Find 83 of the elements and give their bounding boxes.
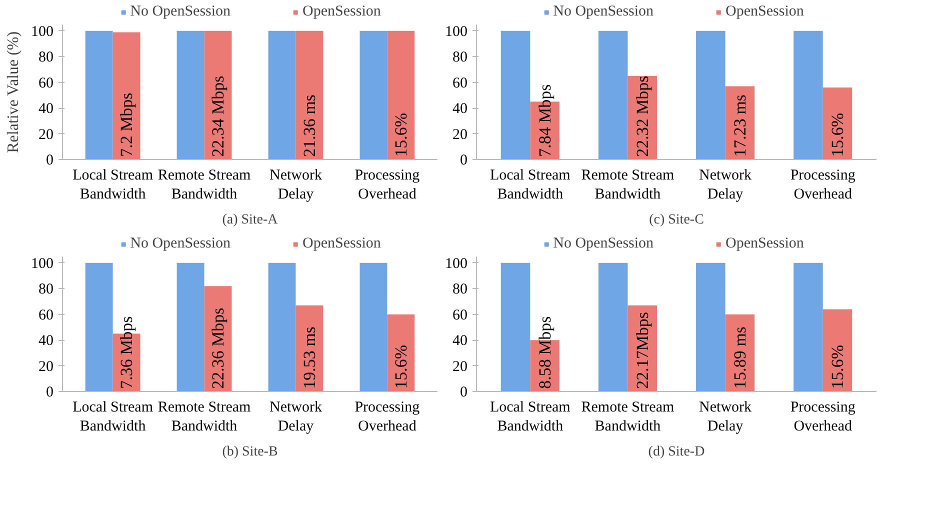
- y-tick-label: 40: [452, 333, 468, 350]
- annotation: 15.6%: [828, 345, 847, 389]
- annotation: 22.34 Mbps: [208, 76, 228, 157]
- y-tick-label: 100: [445, 256, 468, 272]
- bar: [500, 262, 530, 392]
- y-tick-label: 40: [452, 101, 468, 118]
- annotation: 15.6%: [391, 113, 410, 157]
- text: (c) Site-C: [649, 212, 704, 228]
- x-tick-label: Network Delay: [269, 168, 322, 203]
- bar: [598, 262, 628, 392]
- y-tick-label: 40: [38, 101, 54, 118]
- annotation: 19.53 ms: [300, 326, 319, 389]
- y-tick-label: 80: [38, 50, 54, 66]
- legend-label: OpenSession: [302, 236, 381, 252]
- bar: [500, 30, 530, 160]
- annotation: 22.32 Mbps: [632, 76, 652, 157]
- x-tick-label: Processing Overhead: [354, 168, 420, 203]
- y-tick-label: 60: [452, 307, 468, 324]
- y-tick-label: 80: [452, 50, 468, 66]
- text: (b) Site-B: [222, 444, 278, 460]
- text: (d) Site-D: [648, 444, 705, 460]
- y-tick-label: 0: [46, 152, 54, 168]
- x-tick-label: Local Stream Bandwidth: [490, 400, 571, 435]
- annotation: 15.6%: [391, 345, 410, 389]
- y-tick-label: 0: [46, 384, 54, 400]
- x-tick-label: Remote Stream Bandwidth: [158, 168, 252, 203]
- x-tick-label: Local Stream Bandwidth: [72, 168, 154, 203]
- y-tick-label: 80: [38, 282, 54, 298]
- x-tick-label: Remote Stream Bandwidth: [581, 168, 674, 203]
- legend-label: No OpenSession: [553, 4, 654, 20]
- y-axis-title: Relative Value (%): [5, 31, 22, 153]
- bar: [85, 262, 113, 392]
- y-tick-label: 60: [452, 75, 468, 92]
- annotation: 7.36 Mbps: [117, 316, 136, 389]
- annotation: 21.36 ms: [300, 94, 319, 157]
- annotation: 8.58 Mbps: [535, 316, 554, 389]
- x-tick-label: Network Delay: [269, 400, 322, 435]
- legend-label: No OpenSession: [130, 4, 231, 20]
- bar: [360, 262, 388, 392]
- bar: [176, 262, 204, 392]
- x-tick-label: Network Delay: [699, 168, 752, 203]
- x-tick-label: Local Stream Bandwidth: [490, 168, 571, 203]
- bar: [598, 30, 628, 160]
- y-tick-label: 0: [460, 152, 468, 168]
- legend-label: OpenSession: [302, 4, 381, 20]
- x-tick-label: Remote Stream Bandwidth: [581, 400, 674, 435]
- bar: [822, 309, 852, 392]
- bar: [387, 314, 415, 392]
- annotation: 22.17Mbps: [632, 312, 652, 389]
- x-tick-label: Processing Overhead: [790, 168, 856, 203]
- bar: [268, 262, 296, 392]
- bar: [794, 262, 823, 392]
- y-tick-label: 60: [38, 75, 54, 92]
- y-tick-label: 20: [452, 126, 468, 143]
- bar: [794, 30, 823, 160]
- legend-label: OpenSession: [726, 4, 804, 20]
- y-tick-label: 20: [38, 126, 54, 143]
- annotation: 7.84 Mbps: [535, 84, 554, 157]
- y-tick-label: 80: [452, 282, 468, 298]
- y-tick-label: 20: [452, 358, 468, 375]
- y-tick-label: 40: [38, 333, 54, 350]
- legend-label: No OpenSession: [553, 236, 654, 252]
- x-tick-label: Processing Overhead: [790, 400, 856, 435]
- x-tick-label: Network Delay: [699, 400, 752, 435]
- text: (a) Site-A: [222, 212, 279, 228]
- y-tick-label: 100: [31, 256, 54, 272]
- y-tick-label: 0: [460, 384, 468, 400]
- annotation: 15.89 ms: [730, 326, 750, 389]
- x-tick-label: Local Stream Bandwidth: [72, 400, 154, 435]
- y-tick-label: 60: [38, 307, 54, 324]
- annotation: 17.23 ms: [730, 94, 750, 157]
- legend-label: OpenSession: [726, 236, 804, 252]
- y-tick-label: 20: [38, 358, 54, 375]
- x-tick-label: Remote Stream Bandwidth: [158, 400, 252, 435]
- y-tick-label: 100: [31, 24, 54, 40]
- y-tick-label: 100: [445, 24, 468, 40]
- annotation: 22.36 Mbps: [208, 308, 228, 389]
- annotation: 15.6%: [828, 113, 847, 157]
- x-tick-label: Processing Overhead: [354, 400, 420, 435]
- legend-label: No OpenSession: [130, 236, 231, 252]
- bar: [696, 262, 726, 392]
- bar: [696, 30, 726, 160]
- annotation: 7.2 Mbps: [117, 92, 136, 157]
